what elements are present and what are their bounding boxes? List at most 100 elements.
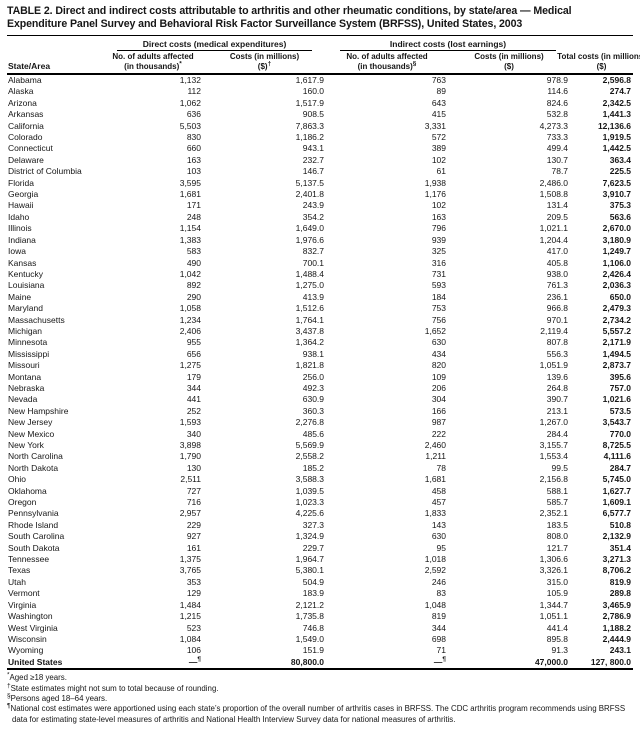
cell-state: Nebraska [8,382,45,393]
cell-value: 2,036.3 [602,280,632,291]
cell-value: 3,765 [179,565,201,576]
cell-value: 824.6 [546,97,569,108]
cell-value: 354.2 [302,211,325,222]
cell-state: New Jersey [8,417,53,428]
cell-value: 130 [186,462,201,473]
cell-value: 2,596.8 [602,75,632,85]
cell-value: 236.1 [546,291,569,302]
cell-value: 183.5 [546,519,569,530]
cell-value: 325 [431,246,447,257]
cell-value: 583 [186,246,201,257]
cell-value: 106 [186,645,201,656]
table-row: Hawaii 171 243.9 102 131.4 375.3 [7,200,633,211]
cell-value: 5,380.1 [295,565,325,576]
cell-value: 1,211 [425,451,447,462]
cell-state: Virginia [8,599,37,610]
cell-value: 89 [436,86,447,97]
footnote: *Aged ≥18 years. [7,671,67,683]
cell-value: 504.9 [302,576,325,587]
table-row: Georgia 1,681 2,401.8 1,176 1,508.8 3,910.7 [7,189,633,200]
cell-value: 490 [186,257,201,268]
table-row: Utah 353 504.9 246 315.0 819.9 [7,577,633,588]
table-row: New York 3,898 5,569.9 2,460 3,155.7 8,725.5 [7,440,633,451]
cell-state: Connecticut [8,143,53,154]
cell-value: 3,180.9 [602,234,632,245]
cell-value: 417.0 [546,246,569,257]
cell-state: Nevada [8,394,38,405]
cell-state: Iowa [8,246,26,257]
cell-value: 229 [186,519,201,530]
cell-value: 1,306.6 [539,554,569,565]
group-header-spacer [570,36,633,52]
cell-state: Wisconsin [8,633,47,644]
cell-value: 2,479.3 [602,303,632,314]
cell-value: 112 [187,86,201,97]
cell-state: North Dakota [8,462,59,473]
cell-value: 83 [436,588,447,599]
cell-value: 2,873.7 [602,360,632,371]
footnote-marker: * [7,671,10,679]
cell-value: 3,155.7 [539,440,569,450]
table-row: Kansas 490 700.1 316 405.8 1,106.0 [7,258,633,269]
table-row: Kentucky 1,042 1,488.4 731 938.0 2,426.4 [7,269,633,280]
cell-value: 2,401.8 [295,189,325,200]
cell-value: 243.1 [609,645,632,656]
cell-state: Hawaii [8,200,34,211]
cell-value: 458 [431,485,447,496]
cell-value: 499.4 [546,143,569,154]
cell-value: 763 [431,75,447,85]
cell-value: 1,833 [424,508,447,519]
cell-state: New Hampshire [8,405,69,416]
cell-value: 656 [186,348,201,359]
cell-value: 264.8 [546,382,569,393]
cell-value: 1,681 [179,189,201,200]
table-row: Florida 3,595 5,137.5 1,938 2,486.0 7,623.5 [7,178,633,189]
footnote-marker: † [7,681,11,689]
cell-value: 315.0 [546,576,569,587]
cell-value: 99.5 [551,462,569,473]
cell-value: 660 [186,143,201,154]
cell-value: 1,553.4 [539,451,569,462]
header-line: Costs (in millions) [474,52,544,61]
cell-value: 78.7 [551,166,569,177]
cell-value: 1,051.1 [539,611,569,622]
table-row: Washington 1,215 1,735.8 819 1,051.1 2,786.9 [7,611,633,622]
table-row: Delaware 163 232.7 102 130.7 363.4 [7,155,633,166]
table-body: Alabama 1,132 1,617.9 763 978.9 2,596.8 Alaska… [7,74,634,671]
cell-value: 1,964.7 [295,554,325,565]
cell-value: 127, 800.0 [570,656,634,671]
cell-value: 2,511 [180,474,201,485]
cell-value: 7,863.3 [295,120,325,131]
cell-value: 1,976.6 [295,234,325,245]
table-row: Rhode Island 229 327.3 143 183.5 510.8 [7,520,633,531]
cell-value: 284.4 [546,428,569,439]
cell-value: 938.1 [302,348,325,359]
cell-value: 966.8 [546,303,569,314]
cell-value: 390.7 [546,394,569,405]
cell-value: 171 [186,200,201,211]
cell-state: California [8,120,44,131]
cell-state: West Virginia [8,622,58,633]
cell-value: 2,352.1 [539,508,569,519]
cell-state: United States [7,656,103,671]
footnote: §Persons aged 18–64 years. [7,692,108,703]
table-row: Illinois 1,154 1,649.0 796 1,021.1 2,670.0 [7,223,633,234]
cell-state: South Carolina [8,531,65,542]
cell-value: 304 [431,394,447,405]
cell-value: 95 [436,542,447,553]
cell-state: Kentucky [8,268,43,279]
cell-value: 1,039.5 [295,485,325,496]
cell-value: 351.4 [609,542,632,553]
cell-value: 256.0 [302,371,325,382]
cell-value: 556.3 [546,348,569,359]
cell-value: 109 [431,371,447,382]
column-header-direct-adults: No. of adults affected (in thousands)* [103,51,203,75]
cell-value: 1,649.0 [295,223,325,234]
cell-value: 225.5 [609,166,632,177]
cell-value: 457 [431,497,447,508]
table-row: Oklahoma 727 1,039.5 458 588.1 1,627.7 [7,486,633,497]
cell-value: 395.6 [609,371,632,382]
cell-value: 727 [186,485,201,496]
cell-value: 375.3 [609,200,632,211]
cell-value: 1,215 [179,611,201,622]
